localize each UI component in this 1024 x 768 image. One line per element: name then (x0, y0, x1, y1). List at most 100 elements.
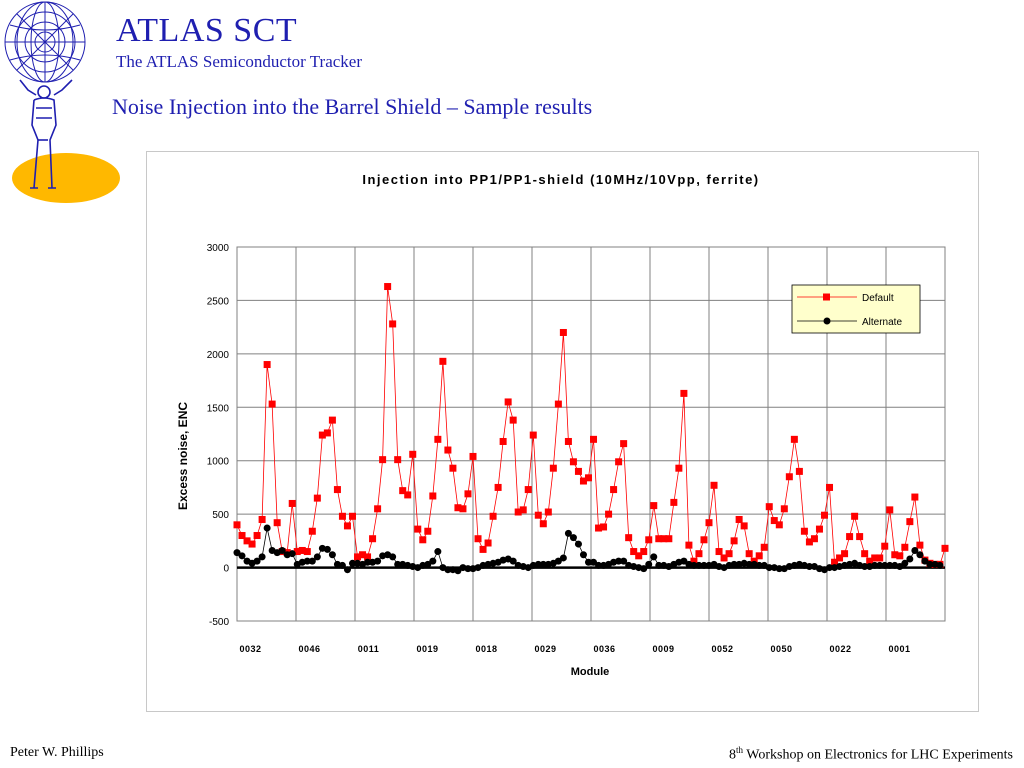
data-point-default (805, 538, 813, 546)
data-point-default (740, 522, 748, 530)
data-point-default (785, 473, 793, 481)
data-point-default (675, 464, 683, 472)
data-point-default (323, 429, 331, 437)
data-point-default (268, 400, 276, 408)
data-point-default (248, 540, 256, 548)
x-tick-label: 0001 (888, 644, 910, 654)
data-point-default (303, 548, 311, 556)
data-point-alternate (926, 560, 934, 568)
data-point-default (941, 544, 949, 552)
data-point-default (820, 511, 828, 519)
footer-event: 8th Workshop on Electronics for LHC Expe… (729, 745, 1013, 764)
data-point-default (238, 532, 246, 540)
x-tick-label: 0036 (593, 644, 615, 654)
data-point-alternate (328, 551, 336, 559)
data-point-default (439, 357, 447, 365)
data-point-default (665, 535, 673, 543)
data-point-default (419, 536, 427, 544)
data-point-default (409, 450, 417, 458)
data-point-default (886, 506, 894, 514)
data-point-default (384, 283, 392, 291)
data-point-default (584, 474, 592, 482)
data-point-default (534, 511, 542, 519)
data-point-default (871, 554, 879, 562)
data-point-default (574, 467, 582, 475)
data-point-default (810, 535, 818, 543)
data-point-default (846, 533, 854, 541)
legend-label-alternate: Alternate (862, 317, 902, 328)
data-point-default (479, 545, 487, 553)
data-point-default (911, 493, 919, 501)
data-point-alternate (364, 558, 372, 566)
x-tick-label: 0019 (416, 644, 438, 654)
data-point-default (374, 505, 382, 513)
data-point-alternate (233, 549, 241, 557)
data-point-alternate (590, 558, 598, 566)
data-point-default (745, 550, 753, 558)
chart-panel: Injection into PP1/PP1-shield (10MHz/10V… (146, 151, 979, 712)
series-line-default (236, 286, 946, 565)
logo-ellipse (12, 153, 120, 203)
data-point-alternate (921, 557, 929, 565)
noise-chart: Injection into PP1/PP1-shield (10MHz/10V… (176, 172, 949, 678)
data-point-alternate (620, 557, 628, 565)
data-point-default (454, 504, 462, 512)
data-point-default (308, 527, 316, 535)
data-point-default (429, 492, 437, 500)
data-point-alternate (444, 566, 452, 574)
data-point-alternate (765, 564, 773, 572)
data-point-alternate (464, 565, 472, 573)
data-point-alternate (258, 553, 266, 561)
globe-icon (4, 1, 86, 83)
data-point-default (800, 527, 808, 535)
data-point-default (595, 524, 603, 532)
data-point-default (710, 481, 718, 489)
x-tick-label: 0029 (534, 644, 556, 654)
data-point-alternate (871, 561, 879, 569)
data-point-default (524, 486, 532, 494)
data-point-alternate (775, 565, 783, 573)
data-point-default (690, 557, 698, 565)
data-point-alternate (655, 561, 663, 569)
data-point-alternate (936, 561, 944, 569)
data-point-alternate (238, 552, 246, 560)
data-point-default (338, 512, 346, 520)
legend-label-default: Default (862, 293, 894, 304)
data-point-alternate (303, 557, 311, 565)
data-point-alternate (539, 560, 547, 568)
data-point-default (720, 554, 728, 562)
data-point-default (288, 499, 296, 507)
footer-event-name: Workshop on Electronics for LHC Experime… (746, 747, 1013, 763)
data-point-default (529, 431, 537, 439)
data-point-alternate (253, 557, 261, 565)
data-point-alternate (424, 560, 432, 568)
data-point-default (509, 416, 517, 424)
x-tick-label: 0009 (652, 644, 674, 654)
data-point-alternate (348, 559, 356, 567)
data-point-alternate (579, 551, 587, 559)
x-tick-label: 0032 (239, 644, 261, 654)
data-point-default (564, 437, 572, 445)
data-point-alternate (901, 559, 909, 567)
data-point-alternate (308, 557, 316, 565)
data-point-default (610, 486, 618, 494)
data-point-default (293, 548, 301, 556)
data-point-alternate (861, 563, 869, 571)
data-point-default (780, 505, 788, 513)
data-point-default (590, 435, 598, 443)
data-point-default (328, 416, 336, 424)
data-point-alternate (374, 557, 382, 565)
data-point-alternate (680, 557, 688, 565)
data-point-alternate (826, 564, 834, 572)
data-point-alternate (434, 548, 442, 556)
data-point-default (891, 551, 899, 559)
y-tick-label: 2500 (207, 296, 230, 307)
data-point-alternate (695, 561, 703, 569)
data-point-default (730, 537, 738, 545)
data-point-default (364, 553, 372, 561)
data-point-default (494, 483, 502, 491)
data-point-alternate (263, 524, 271, 532)
data-point-default (896, 552, 904, 560)
data-point-default (670, 498, 678, 506)
data-point-default (755, 552, 763, 560)
